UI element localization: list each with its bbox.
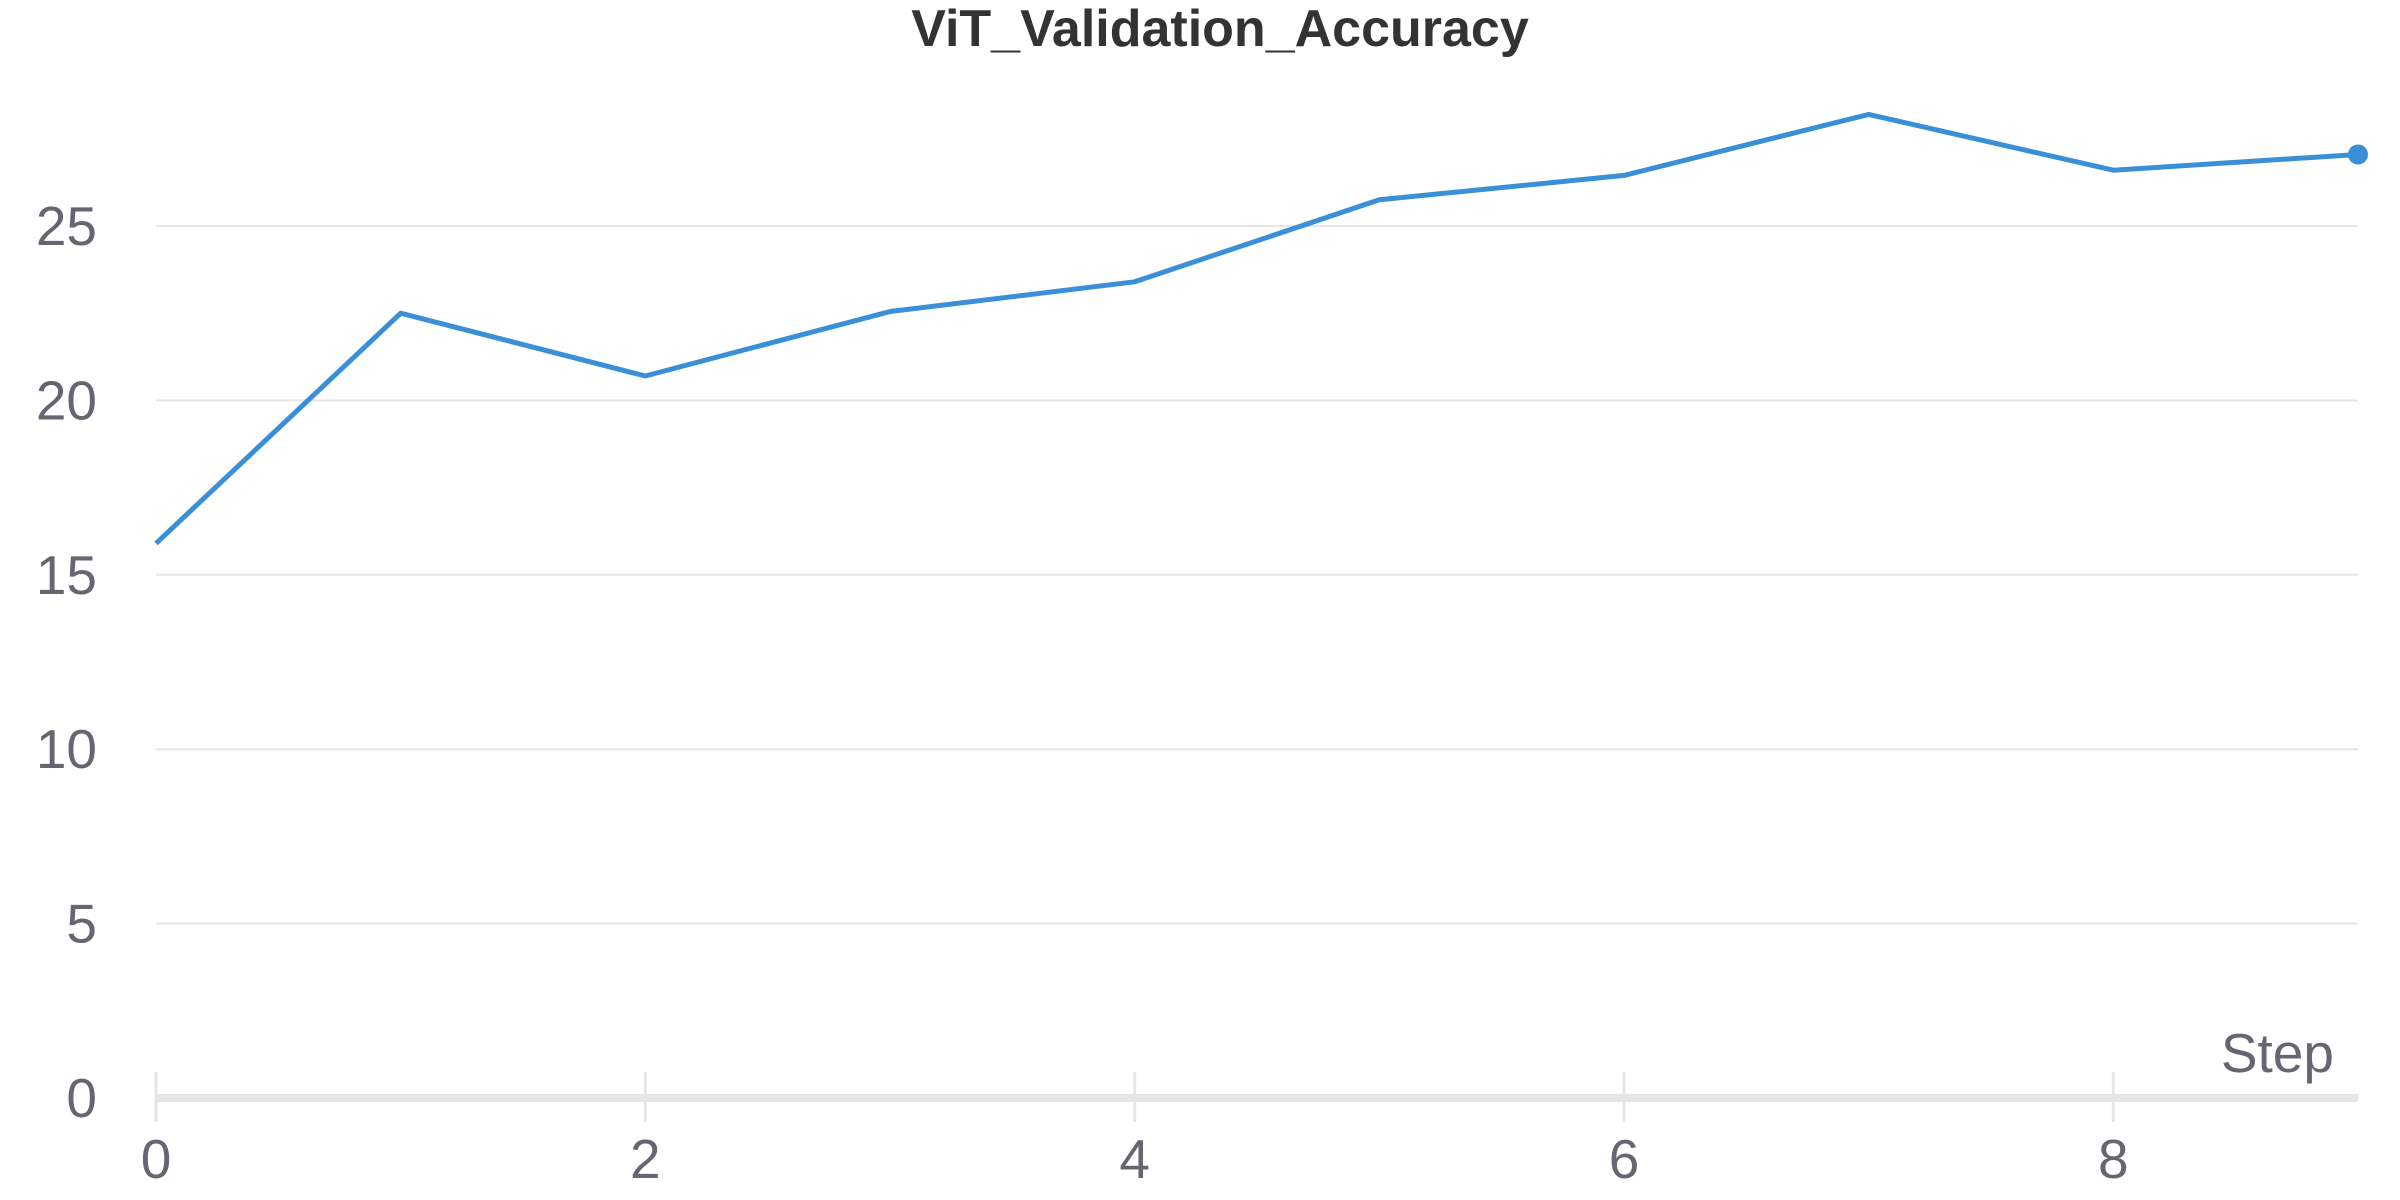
y-tick-label: 0 xyxy=(66,1067,97,1129)
series-layer xyxy=(154,111,2368,546)
last-point-marker[interactable] xyxy=(2348,144,2368,165)
y-tick-label: 15 xyxy=(36,544,97,606)
x-axis-label: Step xyxy=(2221,1022,2334,1084)
y-tick-label: 5 xyxy=(66,893,97,955)
series-line xyxy=(154,111,2359,546)
axis-layer: 0 5 10 15 20 25 0 2 4 6 8 xyxy=(36,195,2358,1190)
chart-title: ViT_Validation_Accuracy xyxy=(911,0,1529,58)
x-tick-label: 4 xyxy=(1119,1128,1150,1190)
y-tick-label: 20 xyxy=(36,369,97,431)
grid-layer xyxy=(156,225,2358,925)
x-tick-label: 2 xyxy=(630,1128,661,1190)
x-tick-label: 0 xyxy=(141,1128,172,1190)
y-tick-label: 25 xyxy=(36,195,97,257)
x-tick-label: 6 xyxy=(1609,1128,1640,1190)
y-tick-label: 10 xyxy=(36,718,97,780)
x-tick-label: 8 xyxy=(2098,1128,2129,1190)
